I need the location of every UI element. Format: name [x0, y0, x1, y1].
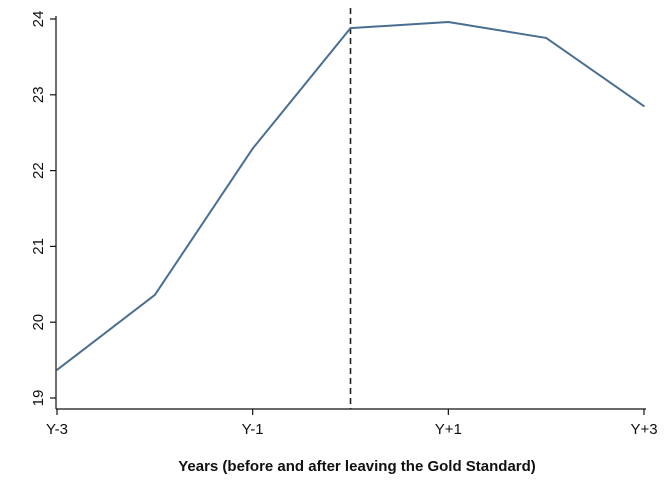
y-tick-label: 20	[30, 314, 47, 331]
x-tick-label: Y-1	[242, 421, 264, 438]
data-point	[447, 21, 450, 23]
y-tick-label: 23	[30, 86, 47, 103]
plot-area: 19 20 21 22 23 24 Y-3 Y-1 Y+1 Y+3	[30, 8, 658, 438]
data-point	[545, 37, 547, 39]
x-tick-label: Y+3	[630, 421, 657, 438]
x-tick-label: Y-3	[46, 421, 68, 438]
series-line	[56, 21, 645, 371]
y-tick-label: 22	[30, 162, 47, 179]
y-tick-label: 19	[30, 390, 47, 407]
y-tick-label: 24	[30, 11, 47, 28]
x-tick-label: Y+1	[435, 421, 462, 438]
x-axis-title: Years (before and after leaving the Gold…	[178, 458, 536, 475]
data-point	[251, 147, 254, 150]
data-point	[154, 294, 156, 296]
data-point	[643, 105, 645, 107]
data-point	[56, 369, 58, 371]
y-tick-label: 21	[30, 238, 47, 255]
data-point	[349, 27, 352, 29]
